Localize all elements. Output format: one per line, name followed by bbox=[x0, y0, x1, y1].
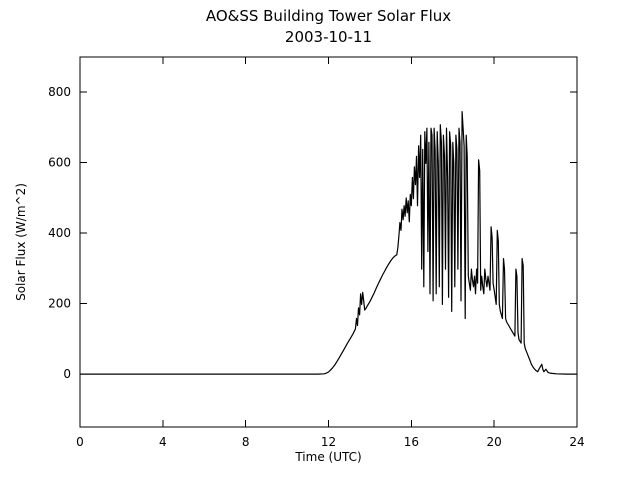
x-tick-label: 24 bbox=[569, 435, 584, 449]
x-tick-label: 8 bbox=[242, 435, 250, 449]
solar-flux-line bbox=[80, 111, 577, 375]
y-tick-label: 800 bbox=[48, 85, 71, 99]
y-axis-label: Solar Flux (W/m^2) bbox=[14, 183, 28, 301]
y-axis-label-wrap: Solar Flux (W/m^2) bbox=[0, 57, 42, 427]
x-tick-label: 0 bbox=[76, 435, 84, 449]
title-block: AO&SS Building Tower Solar Flux 2003-10-… bbox=[80, 6, 577, 48]
y-tick-label: 0 bbox=[63, 367, 71, 381]
chart-title: AO&SS Building Tower Solar Flux bbox=[205, 7, 452, 25]
x-tick-label: 4 bbox=[159, 435, 167, 449]
x-tick-label: 16 bbox=[404, 435, 419, 449]
y-tick-label: 200 bbox=[48, 297, 71, 311]
x-axis-label: Time (UTC) bbox=[295, 450, 362, 464]
y-tick-label: 400 bbox=[48, 226, 71, 240]
y-tick-label: 600 bbox=[48, 156, 71, 170]
x-tick-label: 20 bbox=[487, 435, 502, 449]
x-tick-label: 12 bbox=[321, 435, 336, 449]
chart-subtitle: 2003-10-11 bbox=[284, 28, 373, 46]
